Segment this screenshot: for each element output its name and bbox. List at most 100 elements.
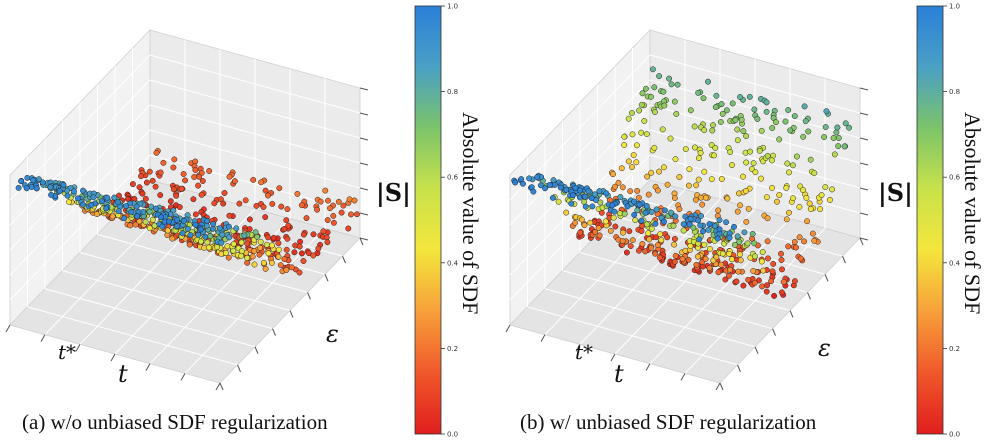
panel-b-point xyxy=(581,222,588,229)
panel-b-tick-z xyxy=(859,162,869,166)
panel-a-point xyxy=(187,232,194,239)
panel-a-point xyxy=(203,222,210,229)
panel-a-point xyxy=(115,208,122,215)
panel-b-point xyxy=(625,158,632,165)
panel-a-point xyxy=(214,244,220,251)
panel-a-tick-x xyxy=(359,237,364,246)
panel-b-point xyxy=(693,182,700,189)
panel-b-point xyxy=(656,73,663,80)
panel-b-point xyxy=(716,217,723,224)
panel-b-point xyxy=(642,248,649,255)
panel-a-point xyxy=(127,222,134,229)
panel-a-point xyxy=(225,254,232,261)
panel-a-point xyxy=(291,249,298,256)
panel-a-point xyxy=(330,219,337,226)
panel-b-grid-z-left xyxy=(509,54,651,201)
panel-b-point xyxy=(602,218,609,225)
panel-b-point xyxy=(758,258,765,265)
panel-a-grid-z-left xyxy=(9,79,151,226)
panel-b-point xyxy=(648,169,655,176)
panel-b-tick-x xyxy=(719,382,724,391)
panel-b-point xyxy=(763,108,770,115)
panel-b-point xyxy=(702,194,709,201)
panel-b-point xyxy=(660,164,667,171)
panel-a-point xyxy=(258,179,265,186)
panel-b-point xyxy=(632,217,639,224)
panel-a-point xyxy=(222,250,229,256)
panel-a-point xyxy=(211,200,218,207)
panel-b-point xyxy=(659,126,666,133)
panel-a-point xyxy=(260,204,267,210)
panel-b-point xyxy=(804,218,811,225)
panel-a-point xyxy=(169,235,176,242)
panel-a-point xyxy=(250,176,257,183)
panel-b-point xyxy=(623,249,630,256)
panel-b-point xyxy=(596,232,603,239)
panel-b-point xyxy=(691,144,698,151)
panel-b-point xyxy=(787,127,794,134)
panel-b-point xyxy=(759,283,766,290)
panel-a-point xyxy=(39,179,46,186)
panel-b-point xyxy=(645,191,652,198)
panel-a-tick-y xyxy=(215,382,221,391)
panel-a-point xyxy=(182,177,189,184)
panel-b-point xyxy=(643,203,650,209)
panel-b-point xyxy=(743,159,750,166)
panel-b-point xyxy=(821,134,828,140)
panel-b-point xyxy=(726,250,733,257)
panel-b-point xyxy=(829,186,836,193)
panel-a-point xyxy=(195,182,202,189)
panel-a-tick-x xyxy=(324,274,329,282)
panel-b-point xyxy=(834,124,841,131)
panel-a-point xyxy=(231,178,238,185)
panel-b-point xyxy=(823,108,830,115)
panel-a-point xyxy=(209,225,216,232)
panel-a-point xyxy=(180,217,187,224)
panel-b-point xyxy=(676,206,683,213)
panel-b-point xyxy=(520,180,526,187)
panel-b-point xyxy=(758,127,765,134)
panel-a-point xyxy=(199,178,206,184)
panel-b-point xyxy=(625,115,632,122)
panel-a-point xyxy=(18,178,25,185)
panel-b-point xyxy=(807,156,814,163)
cb-a-colorbar-tick-label: 0.4 xyxy=(447,259,459,267)
panel-b-tick-z xyxy=(859,187,869,191)
panel-b-point xyxy=(835,143,842,150)
panel-a-point xyxy=(265,250,272,257)
panel-a-point xyxy=(300,258,307,264)
panel-a-point xyxy=(173,192,180,199)
panel-a-point xyxy=(283,246,290,253)
panel-b-point xyxy=(711,152,718,159)
panel-b-point xyxy=(546,181,553,188)
panel-b-point xyxy=(577,229,584,236)
panel-b-point xyxy=(778,257,785,263)
panel-b-point xyxy=(656,168,663,175)
panel-b-point xyxy=(803,194,810,201)
panel-a-point xyxy=(252,229,259,236)
panel-b-point xyxy=(676,174,683,180)
panel-b-point xyxy=(572,185,579,191)
panel-b-point xyxy=(653,206,660,213)
panel-b-point xyxy=(621,210,628,217)
panel-b-point xyxy=(750,160,757,167)
panel-a-point xyxy=(171,156,178,163)
panel-a-point xyxy=(241,232,248,239)
panel-b-point xyxy=(776,136,783,143)
panel-b-point xyxy=(750,267,757,274)
panel-a-point xyxy=(244,254,251,261)
panel-a-point xyxy=(146,168,153,175)
panel-a-point xyxy=(33,185,40,192)
panel-a-point xyxy=(56,188,63,195)
panel-b-tick-x xyxy=(754,346,759,354)
panel-a-point xyxy=(221,190,228,196)
panel-b-point xyxy=(588,195,595,202)
panel-a-point xyxy=(242,197,249,204)
panel-b-point xyxy=(639,240,646,247)
panel-a-point xyxy=(152,205,159,212)
panel-b-point xyxy=(725,272,732,279)
panel-b-point xyxy=(789,162,796,169)
panel-b-point xyxy=(780,278,787,285)
panel-b-point xyxy=(615,179,622,186)
panel-b-point xyxy=(627,243,634,250)
